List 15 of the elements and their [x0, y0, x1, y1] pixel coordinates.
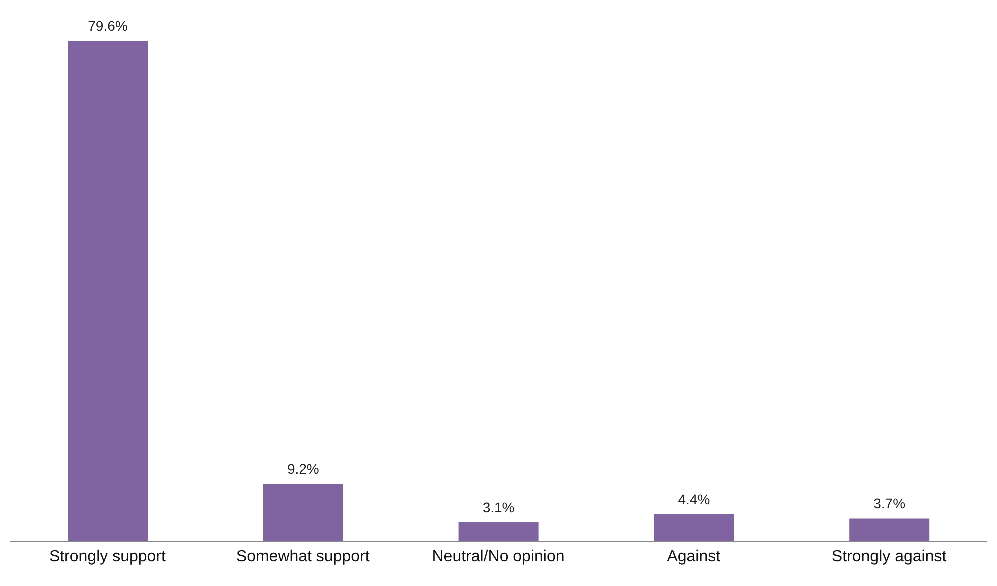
bar: [458, 522, 539, 542]
bar: [263, 484, 344, 542]
bar: [654, 514, 734, 542]
data-label: 3.7%: [874, 496, 906, 512]
x-tick-label: Against: [667, 548, 722, 566]
x-tick-label: Strongly against: [832, 548, 948, 566]
data-label: 3.1%: [482, 499, 515, 516]
x-tick-label: Somewhat support: [236, 548, 370, 566]
data-label: 79.6%: [88, 18, 128, 34]
data-label: 9.2%: [287, 461, 320, 478]
x-tick-label: Strongly support: [49, 548, 167, 566]
bar: [850, 518, 930, 542]
x-tick-label: Neutral/No opinion: [432, 548, 565, 566]
bar: [68, 41, 148, 542]
data-label: 4.4%: [678, 491, 710, 508]
